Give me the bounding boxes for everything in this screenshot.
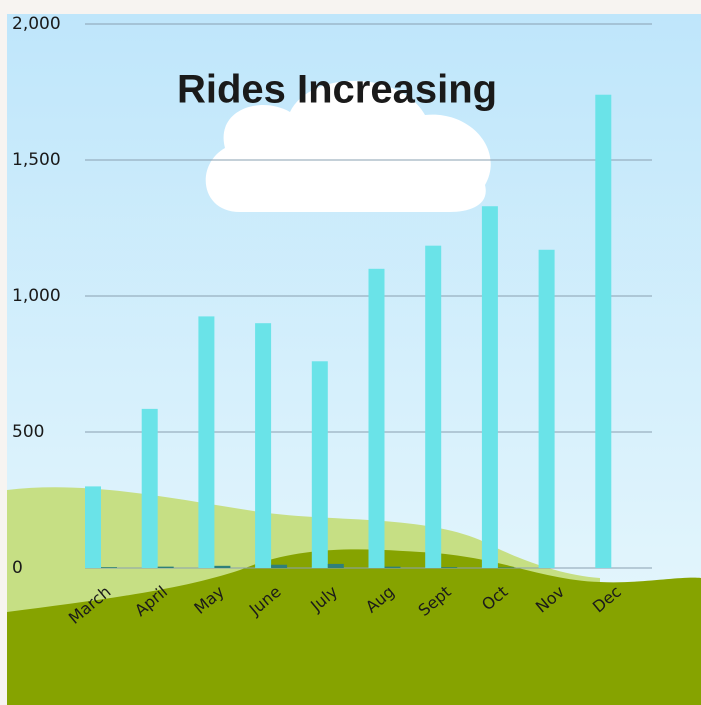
y-tick-label: 1,000 (12, 286, 61, 306)
bar (482, 206, 498, 568)
bar (158, 567, 174, 568)
bar (498, 567, 514, 568)
bar (328, 564, 344, 568)
bar (369, 269, 385, 568)
bar (425, 246, 441, 568)
bar (198, 316, 214, 568)
bar (85, 486, 101, 568)
chart-title: Rides Increasing (177, 68, 497, 112)
bar (441, 567, 457, 568)
chart: Rides Increasing 05001,0001,5002,000Marc… (0, 0, 701, 705)
bar (101, 567, 117, 568)
bar (271, 565, 287, 568)
bar (595, 95, 611, 568)
bar (255, 323, 271, 568)
y-tick-label: 0 (12, 558, 23, 578)
y-tick-label: 2,000 (12, 14, 61, 34)
bar (539, 250, 555, 568)
bar (385, 567, 401, 568)
bar (312, 361, 328, 568)
bar (214, 566, 230, 568)
bar (142, 409, 158, 568)
y-tick-label: 1,500 (12, 150, 61, 170)
y-tick-label: 500 (12, 422, 44, 442)
